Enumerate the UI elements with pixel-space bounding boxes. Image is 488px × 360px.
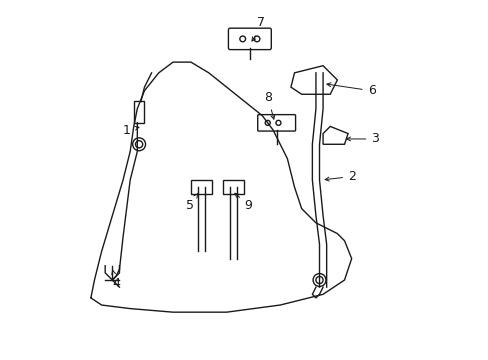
- Text: 3: 3: [346, 132, 378, 145]
- Text: 6: 6: [326, 83, 375, 97]
- Text: 5: 5: [185, 193, 198, 212]
- Text: 2: 2: [325, 170, 355, 183]
- Text: 8: 8: [264, 91, 274, 119]
- Text: 9: 9: [234, 193, 252, 212]
- Text: 7: 7: [256, 16, 264, 29]
- Text: 4: 4: [112, 270, 120, 290]
- Text: 1: 1: [123, 123, 139, 136]
